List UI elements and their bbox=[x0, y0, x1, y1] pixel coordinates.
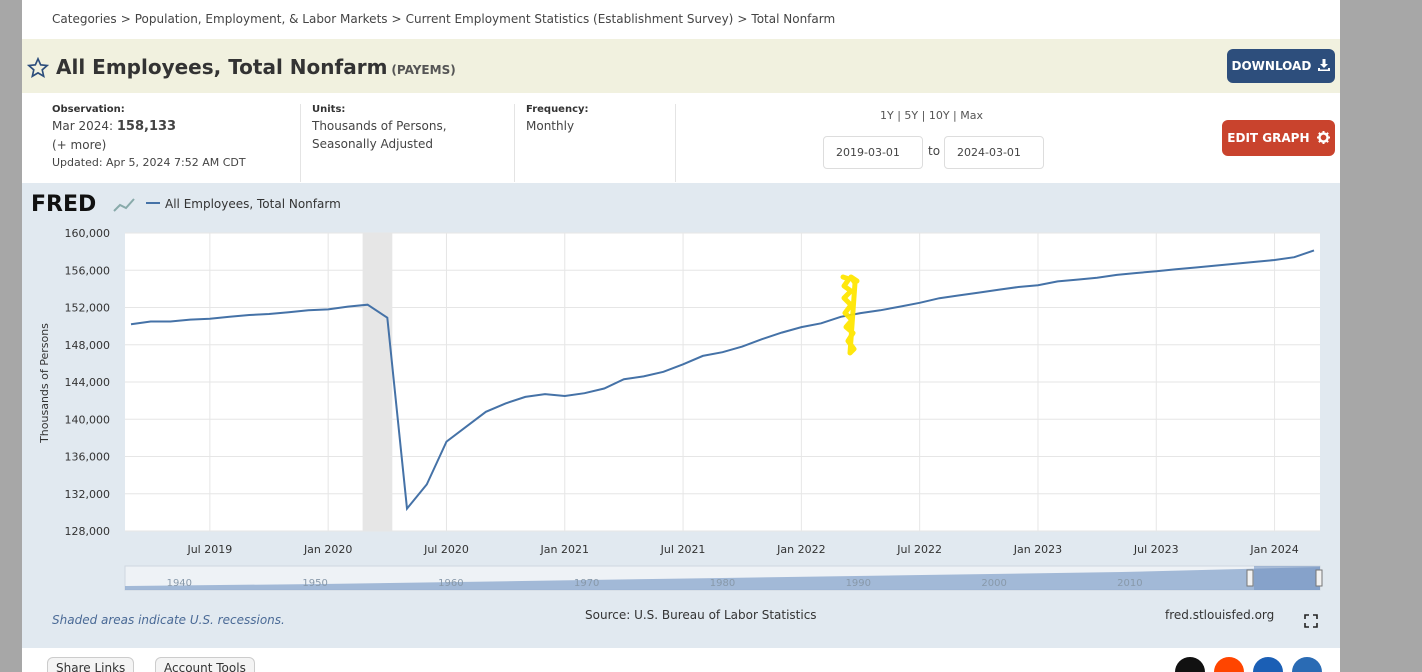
y-tick-label: 136,000 bbox=[65, 451, 111, 464]
observation-more-link[interactable]: (+ more) bbox=[52, 138, 107, 152]
y-tick-label: 160,000 bbox=[65, 227, 111, 240]
breadcrumb: Categories > Population, Employment, & Lab… bbox=[52, 12, 839, 26]
gear-icon bbox=[1316, 131, 1330, 144]
meta-divider bbox=[514, 104, 515, 182]
download-label: DOWNLOAD bbox=[1231, 59, 1312, 73]
meta-divider bbox=[675, 104, 676, 182]
download-icon bbox=[1318, 59, 1331, 71]
x-tick-label: Jan 2022 bbox=[776, 543, 825, 556]
navigator-selection[interactable] bbox=[1254, 566, 1320, 590]
edit-graph-label: EDIT GRAPH bbox=[1227, 131, 1310, 145]
x-tick-label: Jan 2024 bbox=[1249, 543, 1298, 556]
x-tick-label: Jan 2023 bbox=[1013, 543, 1062, 556]
navigator-left-handle[interactable] bbox=[1246, 569, 1254, 587]
breadcrumb-population[interactable]: Population, Employment, & Labor Markets bbox=[134, 12, 388, 26]
y-axis-label: Thousands of Persons bbox=[38, 323, 51, 444]
y-tick-label: 140,000 bbox=[65, 413, 111, 426]
x-tick-label: Jul 2023 bbox=[1133, 543, 1179, 556]
breadcrumb-current: Total Nonfarm bbox=[751, 12, 836, 26]
breadcrumb-separator: > bbox=[737, 12, 748, 26]
star-icon[interactable] bbox=[27, 57, 49, 79]
y-tick-label: 156,000 bbox=[65, 264, 111, 277]
account-tools-button[interactable]: Account Tools bbox=[155, 657, 255, 672]
y-tick-layer: 128,000 132,000 136,000 140,000 144,000 148,0… bbox=[65, 227, 111, 538]
chart-svg: FRED All Employees, Total Nonfarm 128,00… bbox=[31, 192, 1323, 628]
observation-updated: Updated: Apr 5, 2024 7:52 AM CDT bbox=[52, 156, 246, 169]
x-social-icon[interactable] bbox=[1175, 657, 1205, 672]
x-tick-label: Jul 2022 bbox=[896, 543, 942, 556]
facebook-social-icon[interactable] bbox=[1253, 657, 1283, 672]
legend-label: All Employees, Total Nonfarm bbox=[165, 197, 341, 211]
x-tick-label: Jul 2020 bbox=[423, 543, 469, 556]
navigator-series bbox=[125, 567, 1320, 590]
fullscreen-icon[interactable] bbox=[1304, 614, 1318, 628]
x-tick-label: Jul 2021 bbox=[660, 543, 706, 556]
navigator-year-label: 1960 bbox=[438, 578, 463, 589]
source-text: Source: U.S. Bureau of Labor Statistics bbox=[585, 608, 817, 622]
navigator-year-label: 1980 bbox=[710, 578, 735, 589]
share-links-button[interactable]: Share Links bbox=[47, 657, 135, 672]
breadcrumb-categories[interactable]: Categories bbox=[52, 12, 117, 26]
x-tick-label: Jan 2020 bbox=[303, 543, 352, 556]
breadcrumb-separator: > bbox=[391, 12, 402, 26]
navigator-year-label: 1940 bbox=[167, 578, 192, 589]
share-links-label: Share Links bbox=[56, 661, 126, 672]
breadcrumb-ces[interactable]: Current Employment Statistics (Establish… bbox=[405, 12, 734, 26]
observation-block: Observation: Mar 2024: 158,133 (+ more) … bbox=[52, 103, 246, 172]
observation-label: Observation: bbox=[52, 104, 125, 115]
y-tick-label: 132,000 bbox=[65, 488, 111, 501]
frequency-value: Monthly bbox=[526, 119, 575, 133]
x-tick-label: Jul 2019 bbox=[186, 543, 232, 556]
date-to-label: to bbox=[928, 144, 941, 158]
series-title: All Employees, Total Nonfarm bbox=[56, 55, 388, 79]
units-line1: Thousands of Persons, bbox=[312, 119, 447, 133]
navigator-year-label: 1970 bbox=[574, 578, 599, 589]
reddit-social-icon[interactable] bbox=[1214, 657, 1244, 672]
y-tick-label: 128,000 bbox=[65, 525, 111, 538]
navigator-label-layer: 1940 1950 1960 1970 1980 1990 2000 2010 bbox=[167, 578, 1143, 589]
account-tools-label: Account Tools bbox=[164, 661, 246, 672]
observation-value: 158,133 bbox=[116, 119, 177, 134]
y-tick-label: 144,000 bbox=[65, 376, 111, 389]
units-label: Units: bbox=[312, 104, 346, 115]
frequency-label: Frequency: bbox=[526, 104, 589, 115]
fred-page: Categories > Population, Employment, & Lab… bbox=[22, 0, 1340, 672]
site-link[interactable]: fred.stlouisfed.org bbox=[1165, 608, 1274, 622]
page-title: All Employees, Total Nonfarm (PAYEMS) bbox=[56, 55, 456, 79]
range-selector[interactable]: 1Y | 5Y | 10Y | Max bbox=[880, 109, 983, 122]
edit-graph-button[interactable]: EDIT GRAPH bbox=[1222, 120, 1335, 156]
fred-logo: FRED bbox=[31, 192, 96, 217]
observation-date: Mar 2024: bbox=[52, 119, 114, 133]
y-tick-label: 148,000 bbox=[65, 339, 111, 352]
fred-logo-mark-icon bbox=[113, 198, 135, 212]
download-button[interactable]: DOWNLOAD bbox=[1227, 49, 1335, 83]
navigator-year-label: 2010 bbox=[1117, 578, 1142, 589]
grid-layer bbox=[125, 232, 1320, 532]
x-tick-label: Jan 2021 bbox=[540, 543, 589, 556]
start-date-input[interactable]: 2019-03-01 bbox=[823, 136, 923, 169]
navigator-year-label: 1990 bbox=[846, 578, 871, 589]
end-date-input[interactable]: 2024-03-01 bbox=[944, 136, 1044, 169]
units-line2: Seasonally Adjusted bbox=[312, 137, 434, 151]
linkedin-social-icon[interactable] bbox=[1292, 657, 1322, 672]
series-id: (PAYEMS) bbox=[391, 63, 456, 77]
title-bar bbox=[22, 39, 1340, 93]
units-block: Units: Thousands of Persons, Seasonally … bbox=[312, 103, 447, 153]
breadcrumb-separator: > bbox=[120, 12, 131, 26]
meta-divider bbox=[300, 104, 301, 182]
x-tick-layer: Jul 2019 Jan 2020 Jul 2020 Jan 2021 Jul 2021… bbox=[186, 543, 1298, 556]
highlight-mark bbox=[840, 274, 860, 356]
y-tick-label: 152,000 bbox=[65, 302, 111, 315]
navigator-year-label: 2000 bbox=[981, 578, 1006, 589]
navigator-right-handle[interactable] bbox=[1315, 569, 1323, 587]
series-line[interactable] bbox=[130, 249, 1315, 512]
recession-note: Shaded areas indicate U.S. recessions. bbox=[52, 613, 285, 627]
navigator-year-label: 1950 bbox=[302, 578, 327, 589]
frequency-block: Frequency: Monthly bbox=[526, 103, 589, 135]
